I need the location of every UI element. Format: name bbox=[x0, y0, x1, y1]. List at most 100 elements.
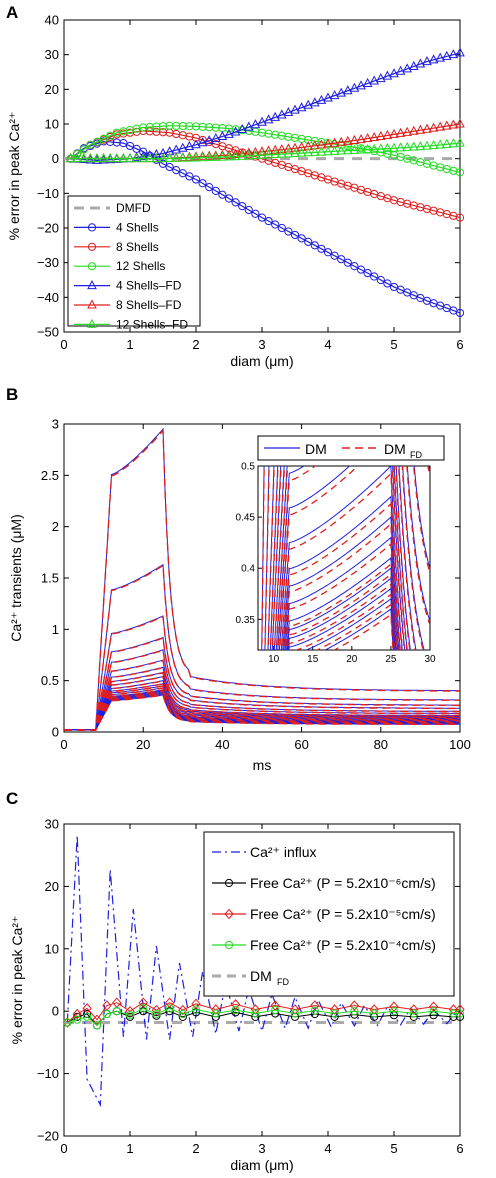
series-marker-4 bbox=[243, 121, 254, 131]
series-line-6 bbox=[70, 142, 461, 160]
transient-dmfd-17 bbox=[64, 693, 460, 731]
series-marker-1 bbox=[158, 159, 168, 168]
series-marker-free-ca-2 bbox=[370, 1009, 379, 1018]
inset-line-dmfd-10 bbox=[282, 502, 401, 650]
series-marker-3 bbox=[251, 127, 260, 136]
series-marker-5 bbox=[276, 144, 287, 154]
series-marker-1 bbox=[112, 138, 121, 147]
series-marker-1 bbox=[198, 179, 207, 188]
c-y-tick-label: 10 bbox=[45, 941, 59, 956]
series-marker-1 bbox=[205, 182, 214, 192]
legend-swatch-marker bbox=[87, 223, 97, 232]
a-x-tick-label: 4 bbox=[324, 337, 331, 352]
series-marker-5 bbox=[303, 141, 314, 151]
series-marker-6 bbox=[138, 153, 149, 163]
a-y-tick-label: 20 bbox=[45, 82, 59, 97]
series-marker-5 bbox=[290, 142, 300, 152]
series-marker-free-ca-1 bbox=[310, 1000, 320, 1011]
series-marker-free-ca-2 bbox=[290, 1009, 300, 1018]
legend-label-dmfd-subscript: FD bbox=[410, 450, 422, 460]
legend-label: DMFD bbox=[116, 201, 151, 215]
series-marker-3 bbox=[191, 122, 201, 131]
series-marker-6 bbox=[105, 153, 116, 163]
series-marker-6 bbox=[375, 143, 386, 153]
series-marker-free-ca-2 bbox=[83, 1012, 92, 1021]
series-marker-free-ca-2 bbox=[112, 1007, 121, 1016]
transient-dm-7 bbox=[64, 671, 460, 731]
series-marker-6 bbox=[428, 140, 439, 150]
inset-lines bbox=[261, 466, 430, 650]
series-marker-1 bbox=[277, 223, 286, 233]
series-marker-free-ca-1 bbox=[230, 999, 241, 1010]
c-x-tick-label: 1 bbox=[126, 1141, 133, 1156]
c-y-tick-label: −20 bbox=[37, 1129, 59, 1144]
a-y-tick-label: 30 bbox=[45, 47, 59, 62]
series-marker-free-ca-2 bbox=[350, 1007, 359, 1016]
series-marker-free-ca-2 bbox=[330, 1009, 339, 1018]
series-marker-1 bbox=[350, 262, 359, 271]
legend-label-dm: DM bbox=[305, 441, 327, 457]
series-marker-6 bbox=[224, 151, 234, 161]
series-marker-free-ca-1 bbox=[72, 1008, 82, 1020]
series-marker-6 bbox=[197, 152, 208, 162]
series-marker-5 bbox=[263, 145, 274, 155]
series-marker-free-ca-2 bbox=[73, 1015, 82, 1024]
legend-label-subscript: FD bbox=[277, 977, 289, 987]
series-marker-3 bbox=[172, 121, 181, 131]
series-marker-3 bbox=[205, 123, 214, 132]
series-marker-2 bbox=[145, 127, 154, 136]
series-marker-4 bbox=[151, 148, 162, 159]
series-marker-1 bbox=[323, 248, 333, 257]
series-marker-free-ca-2 bbox=[152, 1009, 161, 1019]
series-marker-4 bbox=[342, 85, 353, 95]
series-marker-6 bbox=[276, 148, 287, 158]
series-marker-free-ca-1 bbox=[178, 1004, 188, 1016]
legend-swatch-marker bbox=[87, 280, 97, 290]
legend-swatch-marker bbox=[224, 940, 234, 950]
series-marker-4 bbox=[263, 114, 274, 124]
series-marker-1 bbox=[178, 169, 187, 178]
series-marker-3 bbox=[185, 122, 194, 131]
series-marker-4 bbox=[92, 154, 102, 164]
series-marker-1 bbox=[337, 255, 346, 264]
series-marker-4 bbox=[369, 75, 380, 85]
a-x-tick-label: 3 bbox=[258, 337, 265, 352]
legend-label: 4 Shells bbox=[116, 220, 159, 234]
transient-dmfd-18 bbox=[64, 694, 460, 731]
series-marker-6 bbox=[250, 149, 261, 160]
series-marker-3 bbox=[178, 121, 187, 131]
series-marker-free-ca-2 bbox=[102, 1009, 112, 1019]
legend-label: 12 Shells–FD bbox=[116, 317, 188, 331]
transient-dmfd-8 bbox=[64, 675, 460, 731]
transient-dmfd-6 bbox=[64, 666, 460, 731]
inset-line-dm-15 bbox=[287, 577, 396, 650]
transient-dmfd-16 bbox=[64, 692, 460, 731]
series-marker-3 bbox=[139, 123, 148, 132]
series-marker-5 bbox=[395, 127, 406, 137]
series-marker-6 bbox=[316, 146, 327, 156]
series-marker-1 bbox=[251, 209, 260, 218]
series-marker-free-ca-1 bbox=[164, 997, 175, 1008]
series-marker-4 bbox=[375, 73, 386, 83]
series-marker-6 bbox=[171, 152, 182, 162]
series-marker-1 bbox=[343, 258, 352, 267]
series-line-1 bbox=[70, 140, 461, 314]
series-marker-6 bbox=[369, 143, 380, 153]
series-marker-6 bbox=[329, 145, 340, 155]
series-marker-6 bbox=[435, 139, 446, 149]
a-x-tick-label: 6 bbox=[456, 337, 463, 352]
series-marker-1 bbox=[244, 205, 253, 215]
series-marker-4 bbox=[309, 97, 320, 107]
legend-swatch-marker bbox=[87, 299, 97, 309]
b-x-tick-label: 100 bbox=[449, 737, 471, 752]
series-marker-5 bbox=[369, 131, 380, 142]
series-marker-free-ca-2 bbox=[125, 1011, 135, 1020]
series-marker-free-ca-2 bbox=[191, 1005, 201, 1014]
series-marker-5 bbox=[210, 150, 221, 160]
b-x-tick-label: 40 bbox=[215, 737, 229, 752]
series-marker-6 bbox=[144, 153, 155, 163]
series-marker-5 bbox=[342, 135, 353, 145]
c-y-tick-label: 0 bbox=[52, 1004, 59, 1019]
series-marker-5 bbox=[422, 123, 432, 133]
series-marker-1 bbox=[304, 237, 313, 246]
